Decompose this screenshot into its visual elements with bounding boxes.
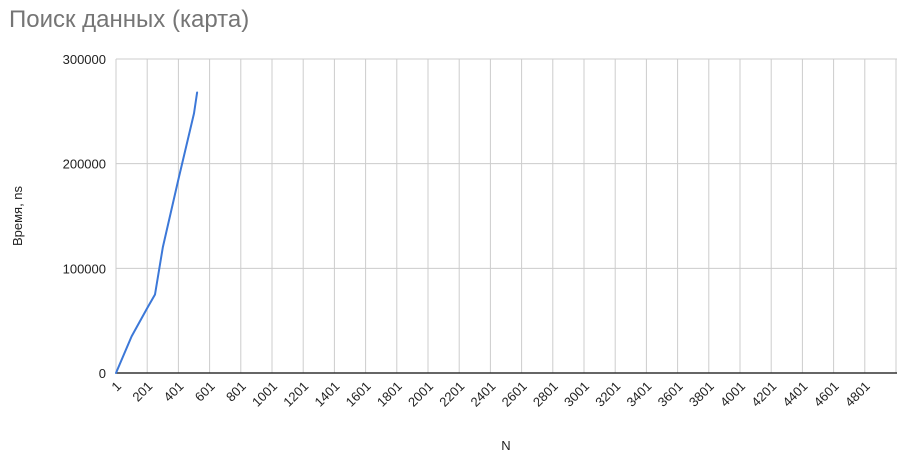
x-tick-label: 401: [161, 379, 187, 405]
x-tick-label: 1: [108, 379, 124, 395]
x-tick-label: 2601: [499, 379, 530, 410]
y-tick-label: 0: [99, 366, 106, 381]
x-tick-label: 1601: [343, 379, 374, 410]
x-tick-label: 3201: [592, 379, 623, 410]
y-axis-label: Время, ns: [10, 185, 25, 246]
x-tick-label: 4001: [717, 379, 748, 410]
x-tick-label: 2201: [436, 379, 467, 410]
x-tick-label: 1201: [280, 379, 311, 410]
y-tick-label: 300000: [63, 52, 106, 67]
x-tick-label: 3001: [561, 379, 592, 410]
x-tick-label: 2001: [405, 379, 436, 410]
x-tick-label: 2401: [467, 379, 498, 410]
x-tick-label: 3401: [623, 379, 654, 410]
x-tick-label: 2801: [530, 379, 561, 410]
x-tick-label: 1401: [311, 379, 342, 410]
series-layer: [115, 91, 199, 374]
x-tick-label: 4401: [779, 379, 810, 410]
x-tick-label: 801: [223, 379, 249, 405]
x-axis-ticks: 1 201 401 601 801 1001 1201 1401 1601 1801 2001 220…: [108, 379, 873, 410]
grid-lines: [115, 58, 897, 374]
x-tick-label: 1001: [249, 379, 280, 410]
x-tick-label: 3801: [686, 379, 717, 410]
x-tick-label: 201: [129, 379, 155, 405]
series-line: [115, 91, 199, 374]
chart-title: Поиск данных (карта): [9, 6, 250, 33]
x-tick-label: 4801: [842, 379, 873, 410]
x-tick-label: 4601: [811, 379, 842, 410]
x-tick-label: 4201: [748, 379, 779, 410]
x-tick-label: 3601: [655, 379, 686, 410]
x-tick-label: 601: [192, 379, 218, 405]
x-tick-label: 1801: [374, 379, 405, 410]
y-tick-label: 200000: [63, 157, 106, 172]
y-axis-ticks: 0 100000 200000 300000: [63, 52, 106, 381]
y-tick-label: 100000: [63, 261, 106, 276]
x-axis-label: N: [501, 438, 510, 453]
